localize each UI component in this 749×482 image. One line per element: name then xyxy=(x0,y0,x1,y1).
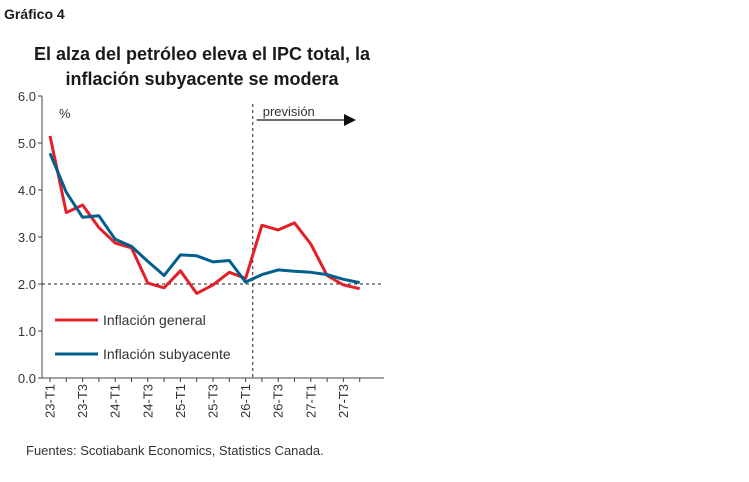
legend-label: Inflación subyacente xyxy=(103,346,231,362)
line-chart: 0.0 1.0 2.0 3.0 4.0 5.0 6.0% 23-T1 23-T3 24-T1 24-… xyxy=(18,89,384,418)
y-tick-label: 0.0 xyxy=(18,371,36,386)
x-tick-label: 23-T1 xyxy=(43,384,58,418)
y-tick-label: 5.0 xyxy=(18,136,36,151)
chart-number-label: Gráfico 4 xyxy=(4,6,65,22)
x-tick-label: 26-T3 xyxy=(271,384,286,418)
x-tick-label: 25-T3 xyxy=(206,384,221,418)
x-tick-label: 26-T1 xyxy=(238,384,253,418)
series-line-inflacion-general xyxy=(48,135,361,295)
x-tick-label: 24-T3 xyxy=(140,384,155,418)
y-tick-label: 1.0 xyxy=(18,324,36,339)
source-note: Fuentes: Scotiabank Economics, Statistic… xyxy=(26,443,324,458)
x-tick-label: 27-T1 xyxy=(303,384,318,418)
legend-label: Inflación general xyxy=(103,312,206,328)
y-axis-unit-label: % xyxy=(59,106,71,121)
x-tick-label: 25-T1 xyxy=(173,384,188,418)
y-tick-label: 2.0 xyxy=(18,277,36,292)
chart-title-line-1: El alza del petróleo eleva el IPC total,… xyxy=(33,44,371,64)
x-tick-label: 27-T3 xyxy=(336,384,351,418)
forecast-arrow-head xyxy=(344,114,356,126)
forecast-label: previsión xyxy=(263,104,315,119)
y-tick-label: 6.0 xyxy=(18,89,36,104)
series-line-inflacion-subyacente xyxy=(48,152,360,285)
y-tick-label: 3.0 xyxy=(18,230,36,245)
chart-title-line-2: inflación subyacente se modera xyxy=(65,69,339,89)
x-tick-label: 23-T3 xyxy=(75,384,90,418)
y-tick-label: 4.0 xyxy=(18,183,36,198)
x-tick-label: 24-T1 xyxy=(108,384,123,418)
